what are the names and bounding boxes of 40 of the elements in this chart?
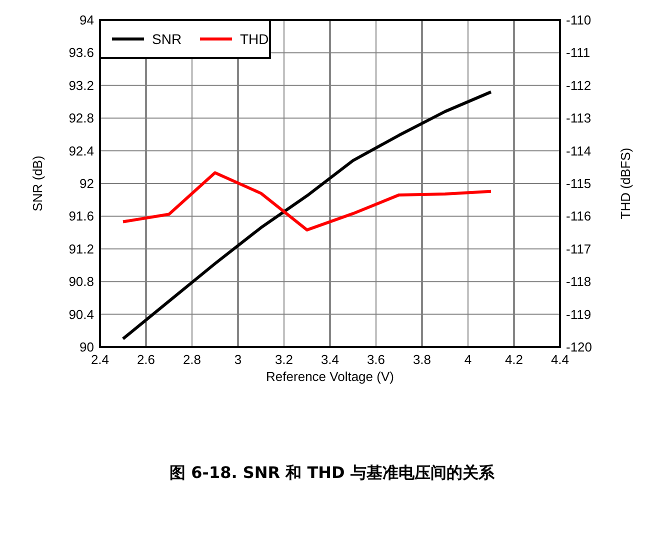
y-tick-label: 90	[80, 340, 94, 354]
x-tick-label: 3	[234, 352, 242, 367]
x-tick-label: 2.4	[90, 352, 110, 367]
y2-tick-label: -120	[566, 340, 592, 354]
y2-tick-label: -117	[566, 241, 592, 256]
y-tick-label: 93.6	[68, 45, 94, 60]
y-tick-label: 91.6	[68, 208, 94, 224]
y-tick-label: 92.4	[68, 143, 94, 158]
y-axis-title: SNR (dB)	[30, 156, 45, 212]
y2-tick-label: -114	[566, 143, 592, 158]
y-tick-label: 90.8	[68, 274, 94, 290]
text: 图 6-18. SNR 和 THD 与基准电压间的关系	[170, 463, 496, 482]
y2-tick-label: -119	[566, 306, 592, 322]
legend-label: THD	[240, 31, 269, 47]
y-tick-label: 92	[80, 176, 94, 191]
x-axis-title: Reference Voltage (V)	[266, 369, 394, 384]
y2-tick-label: -118	[566, 274, 592, 290]
y-tick-label: 91.2	[68, 241, 94, 256]
x-tick-label: 2.6	[136, 352, 156, 367]
y2-tick-label: -112	[566, 78, 592, 93]
line-series	[122, 171, 492, 232]
x-tick-label: 3.6	[366, 352, 386, 367]
x-tick-label: 4.4	[550, 352, 570, 367]
y2-tick-label: -116	[566, 208, 592, 224]
y-tick-label: 92.8	[68, 110, 94, 126]
x-tick-label: 2.8	[182, 352, 202, 367]
x-tick-label: 3.2	[274, 352, 294, 367]
y2-tick-label: -110	[566, 12, 592, 28]
y2-axis-title: THD (dBFS)	[618, 148, 633, 220]
y-tick-label: 94	[80, 12, 94, 28]
y-tick-label: 93.2	[68, 78, 94, 93]
y-tick-label: 90.4	[68, 306, 94, 322]
x-tick-label: 4.2	[504, 352, 524, 367]
x-tick-label: 3.8	[412, 352, 432, 367]
x-tick-label: 4	[464, 352, 472, 367]
y2-tick-label: -111	[566, 45, 590, 60]
y2-tick-label: -113	[566, 110, 592, 126]
x-tick-label: 3.4	[320, 352, 340, 367]
legend-label: SNR	[152, 31, 182, 47]
y2-tick-label: -115	[566, 176, 592, 191]
